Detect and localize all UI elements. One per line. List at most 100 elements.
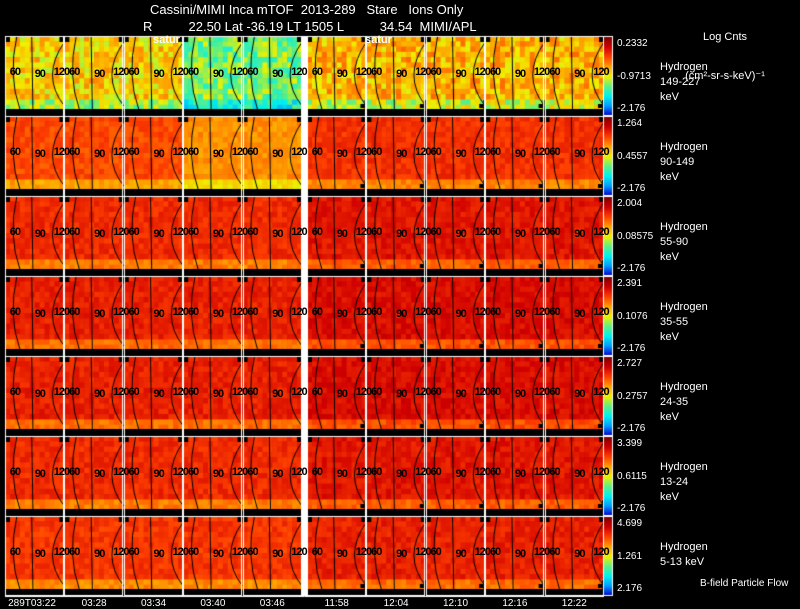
pitch-angle-contour-label: 90 bbox=[396, 308, 407, 321]
colorbar-max-value: 2.004 bbox=[617, 198, 643, 209]
pitch-angle-contour-label: 120 bbox=[291, 386, 307, 398]
pitch-angle-contour-label: 90 bbox=[94, 468, 105, 481]
pitch-angle-contour-label: 60 bbox=[9, 386, 21, 398]
pitch-angle-contour-label: 120 bbox=[113, 226, 129, 238]
pitch-angle-contour-label: 60 bbox=[69, 226, 80, 238]
pitch-angle-contour-label: 90 bbox=[212, 388, 224, 401]
pitch-angle-contour-label: 60 bbox=[430, 226, 442, 238]
saturn-marker-label: satur bbox=[365, 34, 392, 46]
pitch-angle-contour-label: 90 bbox=[514, 548, 526, 561]
pitch-angle-contour-label: 60 bbox=[311, 466, 323, 478]
channel-species: Hydrogen bbox=[660, 301, 708, 313]
pitch-angle-contour-label: 90 bbox=[396, 388, 407, 401]
pitch-angle-contour-label: 60 bbox=[311, 546, 323, 558]
pitch-angle-contour-label: 120 bbox=[113, 546, 129, 558]
pitch-angle-contour-label: 120 bbox=[113, 386, 129, 398]
pitch-angle-contour-label: 120 bbox=[231, 306, 248, 318]
pitch-angle-contour-label: 120 bbox=[53, 226, 70, 238]
pitch-angle-contour-label: 60 bbox=[128, 306, 140, 318]
pitch-angle-contour-label: 90 bbox=[455, 388, 467, 401]
pitch-angle-contour-label: 90 bbox=[336, 228, 348, 241]
channel-energy: 5-13 keV bbox=[660, 556, 705, 568]
pitch-angle-contour-label: 120 bbox=[533, 466, 550, 478]
channel-energy: 90-149 keV bbox=[660, 156, 695, 183]
pitch-angle-contour-label: 90 bbox=[455, 228, 467, 241]
pitch-angle-contour-label: 60 bbox=[247, 546, 258, 558]
pitch-angle-contour-label: 120 bbox=[53, 146, 70, 158]
pitch-angle-contour-label: 120 bbox=[474, 306, 491, 318]
channel-label: Hydrogen 55-90 keV bbox=[660, 220, 708, 265]
channel-label: Hydrogen 24-35 keV bbox=[660, 380, 708, 425]
pitch-angle-contour-label: 90 bbox=[212, 228, 224, 241]
pitch-angle-contour-label: 60 bbox=[311, 386, 323, 398]
pitch-angle-contour-label: 90 bbox=[455, 148, 467, 161]
pitch-angle-contour-label: 60 bbox=[489, 146, 501, 158]
pitch-angle-contour-label: 90 bbox=[94, 148, 105, 161]
pitch-angle-contour-label: 90 bbox=[34, 468, 46, 481]
pitch-angle-contour-label: 60 bbox=[9, 546, 21, 558]
pitch-angle-contour-label: 90 bbox=[514, 228, 526, 241]
pitch-angle-contour-label: 60 bbox=[9, 146, 21, 158]
pitch-angle-contour-label: 120 bbox=[231, 466, 248, 478]
pitch-angle-contour-label: 120 bbox=[231, 546, 248, 558]
bfield-flow-note: B-field Particle Flow bbox=[700, 578, 789, 589]
pitch-angle-contour-label: 90 bbox=[455, 68, 467, 81]
pitch-angle-contour-label: 120 bbox=[415, 66, 431, 78]
pitch-angle-contour-label: 120 bbox=[355, 66, 372, 78]
pitch-angle-contour-label: 60 bbox=[69, 66, 80, 78]
pitch-angle-contour-label: 90 bbox=[574, 308, 585, 321]
pitch-angle-contour-label: 60 bbox=[489, 306, 501, 318]
pitch-angle-contour-label: 90 bbox=[514, 388, 526, 401]
pitch-angle-contour-label: 120 bbox=[231, 146, 248, 158]
time-tick-label: 12:16 bbox=[502, 598, 528, 609]
pitch-angle-contour-label: 120 bbox=[593, 146, 609, 158]
channel-species: Hydrogen bbox=[660, 461, 708, 473]
pitch-angle-contour-label: 90 bbox=[153, 308, 165, 321]
pitch-angle-contour-label: 60 bbox=[549, 226, 560, 238]
pitch-angle-contour-label: 60 bbox=[489, 226, 501, 238]
pitch-angle-contour-label: 90 bbox=[272, 228, 283, 241]
pitch-angle-contour-label: 90 bbox=[94, 548, 105, 561]
pitch-angle-contour-label: 90 bbox=[514, 68, 526, 81]
pitch-angle-contour-label: 90 bbox=[153, 68, 165, 81]
pitch-angle-contour-label: 120 bbox=[355, 306, 372, 318]
pitch-angle-contour-label: 120 bbox=[415, 466, 431, 478]
pitch-angle-contour-label: 60 bbox=[549, 146, 560, 158]
pitch-angle-contour-label: 60 bbox=[311, 66, 323, 78]
time-tick-label: 03:28 bbox=[81, 598, 107, 609]
pitch-angle-contour-label: 60 bbox=[187, 546, 199, 558]
pitch-angle-contour-label: 90 bbox=[396, 468, 407, 481]
pitch-angle-contour-label: 90 bbox=[272, 68, 283, 81]
pitch-angle-contour-label: 60 bbox=[9, 466, 21, 478]
colorbar-min-value: -2.176 bbox=[617, 103, 646, 114]
pitch-angle-contour-label: 60 bbox=[69, 466, 80, 478]
colorbar-min-value: -2.176 bbox=[617, 343, 646, 354]
pitch-angle-contour-label: 60 bbox=[187, 466, 199, 478]
colorbar-min-value: -2.176 bbox=[617, 183, 646, 194]
channel-label: Hydrogen 90-149 keV bbox=[660, 140, 708, 185]
colorbar-max-value: 2.727 bbox=[617, 358, 643, 369]
pitch-angle-contour-label: 60 bbox=[371, 386, 382, 398]
pitch-angle-contour-label: 120 bbox=[291, 546, 307, 558]
pitch-angle-contour-label: 120 bbox=[355, 466, 372, 478]
pitch-angle-contour-label: 90 bbox=[396, 228, 407, 241]
pitch-angle-contour-label: 120 bbox=[355, 546, 372, 558]
pitch-angle-contour-label: 60 bbox=[311, 306, 323, 318]
plot-title: Cassini/MIMI Inca mTOF 2013-289 Stare Io… bbox=[150, 2, 464, 17]
pitch-angle-contour-label: 120 bbox=[172, 386, 189, 398]
pitch-angle-contour-label: 90 bbox=[34, 228, 46, 241]
pitch-angle-contour-label: 60 bbox=[549, 386, 560, 398]
pitch-angle-contour-label: 60 bbox=[549, 466, 560, 478]
channel-energy: 55-90 keV bbox=[660, 236, 689, 263]
saturn-marker-label: satur bbox=[153, 34, 180, 46]
pitch-angle-contour-label: 120 bbox=[533, 66, 550, 78]
pitch-angle-contour-label: 60 bbox=[247, 66, 258, 78]
pitch-angle-contour-label: 60 bbox=[549, 66, 560, 78]
pitch-angle-contour-label: 90 bbox=[153, 548, 165, 561]
pitch-angle-contour-label: 120 bbox=[113, 466, 129, 478]
pitch-angle-contour-label: 60 bbox=[187, 386, 199, 398]
pitch-angle-contour-label: 90 bbox=[272, 468, 283, 481]
channel-label: Hydrogen 13-24 keV bbox=[660, 460, 708, 505]
pitch-angle-contour-label: 120 bbox=[533, 226, 550, 238]
pitch-angle-contour-label: 120 bbox=[474, 386, 491, 398]
